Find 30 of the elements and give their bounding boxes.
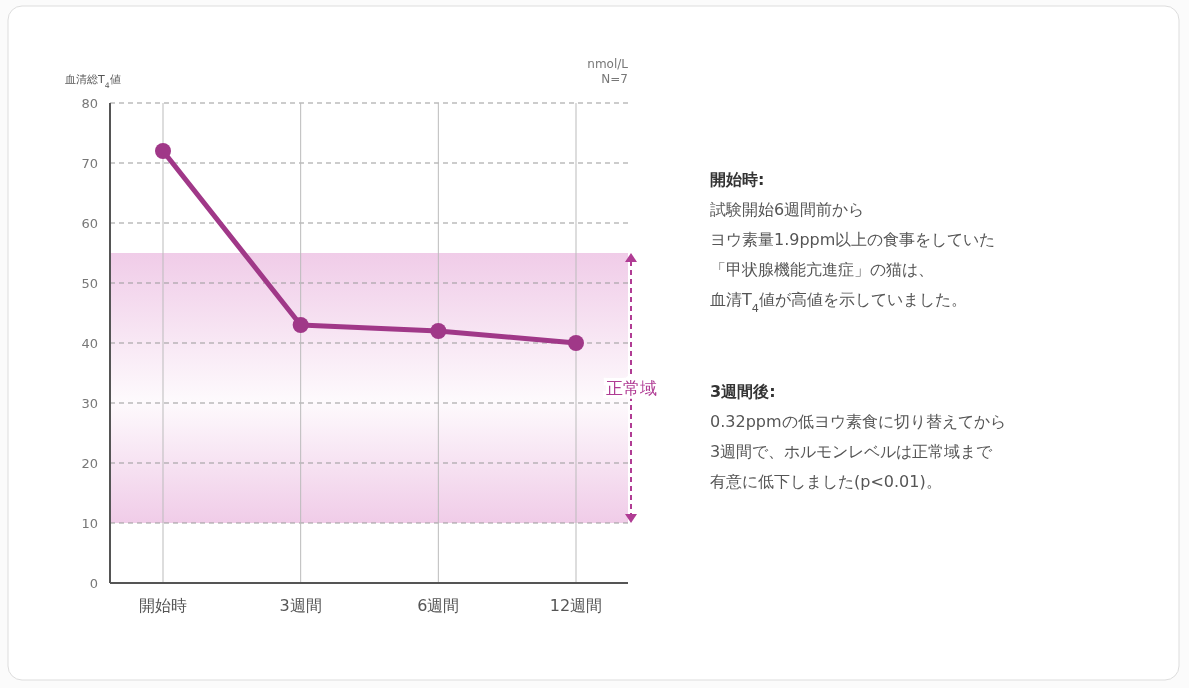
y-tick-label: 20 (81, 456, 98, 471)
y-tick-label: 50 (81, 276, 98, 291)
text: 開始時: (710, 170, 765, 189)
x-tick-label: 6週間 (417, 596, 460, 615)
y-tick-label: 10 (81, 516, 98, 531)
y-tick-label: 0 (89, 576, 98, 591)
text: 3週間後: (710, 382, 776, 401)
text: 有意に低下しました(p<0.01)。 (710, 472, 942, 491)
text: 試験開始6週間前から (710, 200, 865, 219)
point (292, 317, 309, 333)
y-tick-label: 70 (81, 156, 98, 171)
band-label: 正常域 (605, 378, 657, 398)
point (430, 323, 447, 339)
text: 3週間で、ホルモンレベルは正常域まで (710, 442, 994, 461)
y-tick-label: 80 (81, 96, 98, 111)
y-tick-label: 30 (81, 396, 98, 411)
point (568, 335, 584, 351)
y-axis-title: 血清総T$_{4}$値 (65, 73, 121, 90)
text: 0.32ppmの低ヨウ素食に切り替えてから (710, 412, 1006, 431)
x-tick-label: 開始時 (139, 596, 187, 615)
x-tick-label: 3週間 (279, 596, 322, 615)
text: 血清T$_{4}$値が高値を示していました。 (710, 290, 967, 315)
text: N=7 (601, 72, 628, 86)
point (155, 143, 171, 159)
x-tick-label: 12週間 (549, 596, 603, 615)
text: nmol/L (587, 57, 629, 71)
text: 「甲状腺機能亢進症」の猫は、 (710, 260, 934, 279)
y-tick-label: 60 (81, 216, 98, 231)
y-tick-label: 40 (81, 336, 98, 351)
text: ヨウ素量1.9ppm以上の食事をしていた (710, 230, 996, 249)
